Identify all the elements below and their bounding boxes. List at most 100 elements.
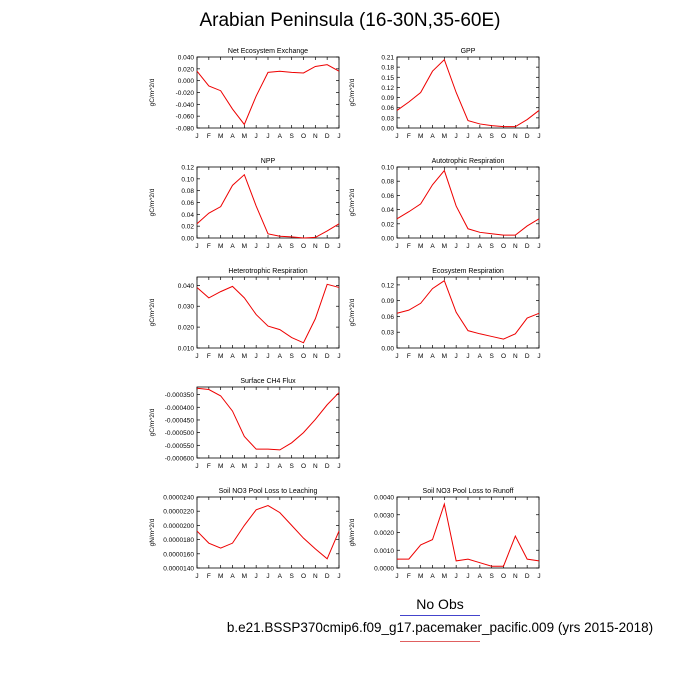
y-tick-label: 0.09	[381, 298, 394, 305]
y-tick-label: 0.040	[178, 283, 195, 290]
x-tick-label: D	[525, 353, 530, 360]
x-tick-label: A	[430, 353, 435, 360]
x-tick-label: J	[395, 573, 398, 580]
x-tick-label: A	[430, 573, 435, 580]
y-tick-label: 0.06	[381, 314, 394, 321]
y-tick-label: 0.0000200	[163, 523, 194, 530]
x-tick-label: M	[242, 353, 247, 360]
x-tick-label: N	[313, 133, 318, 140]
x-tick-label: J	[195, 243, 198, 250]
x-tick-label: J	[395, 133, 398, 140]
y-tick-label: -0.000400	[165, 405, 195, 412]
x-tick-label: D	[325, 353, 330, 360]
plot-frame	[196, 166, 340, 239]
x-tick-label: D	[325, 133, 330, 140]
chart-title: Surface CH4 Flux	[240, 378, 296, 385]
chart-title: Autotrophic Respiration	[432, 158, 505, 165]
x-tick-label: J	[195, 133, 198, 140]
x-tick-label: O	[301, 353, 306, 360]
x-tick-label: J	[255, 463, 258, 470]
legend-underline	[400, 615, 480, 616]
y-axis-label: gC/m^2/d	[349, 188, 356, 216]
x-tick-label: O	[501, 243, 506, 250]
y-axis-label: gC/m^2/d	[149, 408, 156, 436]
x-tick-label: J	[337, 463, 340, 470]
x-tick-label: J	[395, 353, 398, 360]
x-tick-label: F	[407, 243, 411, 250]
x-tick-label: O	[501, 133, 506, 140]
x-tick-label: J	[255, 133, 258, 140]
x-tick-label: J	[466, 133, 469, 140]
y-tick-label: 0.04	[381, 207, 394, 214]
x-tick-label: J	[537, 353, 540, 360]
x-tick-label: F	[207, 133, 211, 140]
x-tick-label: A	[230, 353, 235, 360]
x-tick-label: A	[230, 463, 235, 470]
series-line	[196, 173, 340, 239]
x-tick-label: A	[430, 243, 435, 250]
x-tick-label: O	[301, 133, 306, 140]
y-tick-label: 0.0020	[374, 530, 394, 537]
x-tick-label: D	[525, 243, 530, 250]
x-tick-label: M	[442, 133, 447, 140]
series-line	[396, 58, 540, 128]
series-line	[196, 64, 340, 126]
series-line	[196, 283, 340, 344]
y-tick-label: -0.000500	[165, 430, 195, 437]
x-tick-label: M	[218, 133, 223, 140]
y-tick-label: 0.0030	[374, 512, 394, 519]
x-tick-label: S	[489, 133, 494, 140]
y-tick-label: 0.0000180	[163, 537, 194, 544]
chart-title: GPP	[461, 48, 476, 55]
x-tick-label: F	[207, 463, 211, 470]
x-tick-label: N	[513, 243, 518, 250]
x-tick-label: M	[442, 243, 447, 250]
x-tick-label: J	[455, 243, 458, 250]
x-tick-label: F	[207, 353, 211, 360]
y-tick-label: -0.080	[176, 126, 195, 133]
x-tick-label: M	[418, 243, 423, 250]
y-tick-label: 0.02	[181, 224, 194, 231]
y-tick-label: 0.000	[178, 78, 195, 85]
y-tick-label: 0.12	[381, 85, 394, 92]
y-tick-label: 0.0000140	[163, 566, 194, 573]
run-caption: b.e21.BSSP370cmip6.f09_g17.pacemaker_pac…	[226, 620, 654, 635]
plot-frame	[196, 496, 340, 569]
y-tick-label: 0.010	[178, 346, 195, 353]
y-tick-label: 0.06	[381, 105, 394, 112]
series-line	[196, 387, 340, 451]
x-tick-label: S	[489, 353, 494, 360]
x-tick-label: N	[513, 133, 518, 140]
plot-frame	[396, 166, 540, 239]
x-tick-label: S	[489, 243, 494, 250]
y-tick-label: 0.020	[178, 66, 195, 73]
x-tick-label: A	[478, 133, 483, 140]
y-tick-label: -0.060	[176, 114, 195, 121]
page-title: Arabian Peninsula (16-30N,35-60E)	[199, 10, 501, 31]
x-tick-label: M	[442, 353, 447, 360]
x-tick-label: D	[325, 463, 330, 470]
y-axis-label: gN/m^2/d	[149, 518, 156, 546]
y-axis-label: gC/m^2/d	[349, 78, 356, 106]
x-tick-label: O	[501, 573, 506, 580]
x-tick-label: M	[442, 573, 447, 580]
y-tick-label: 0.18	[381, 65, 394, 72]
series-line	[396, 279, 540, 340]
y-tick-label: 0.00	[181, 236, 194, 243]
y-tick-label: 0.00	[381, 236, 394, 243]
x-tick-label: N	[513, 573, 518, 580]
y-tick-label: 0.06	[381, 193, 394, 200]
series-line	[397, 502, 540, 567]
chart-title: NPP	[261, 158, 276, 165]
x-tick-label: J	[337, 133, 340, 140]
chart-title: Net Ecosystem Exchange	[228, 48, 308, 55]
y-tick-label: 0.0000	[374, 566, 394, 573]
x-tick-label: A	[230, 243, 235, 250]
x-tick-label: S	[289, 133, 294, 140]
y-axis-label: gC/m^2/d	[349, 298, 356, 326]
x-tick-label: J	[537, 573, 540, 580]
x-tick-label: S	[289, 463, 294, 470]
